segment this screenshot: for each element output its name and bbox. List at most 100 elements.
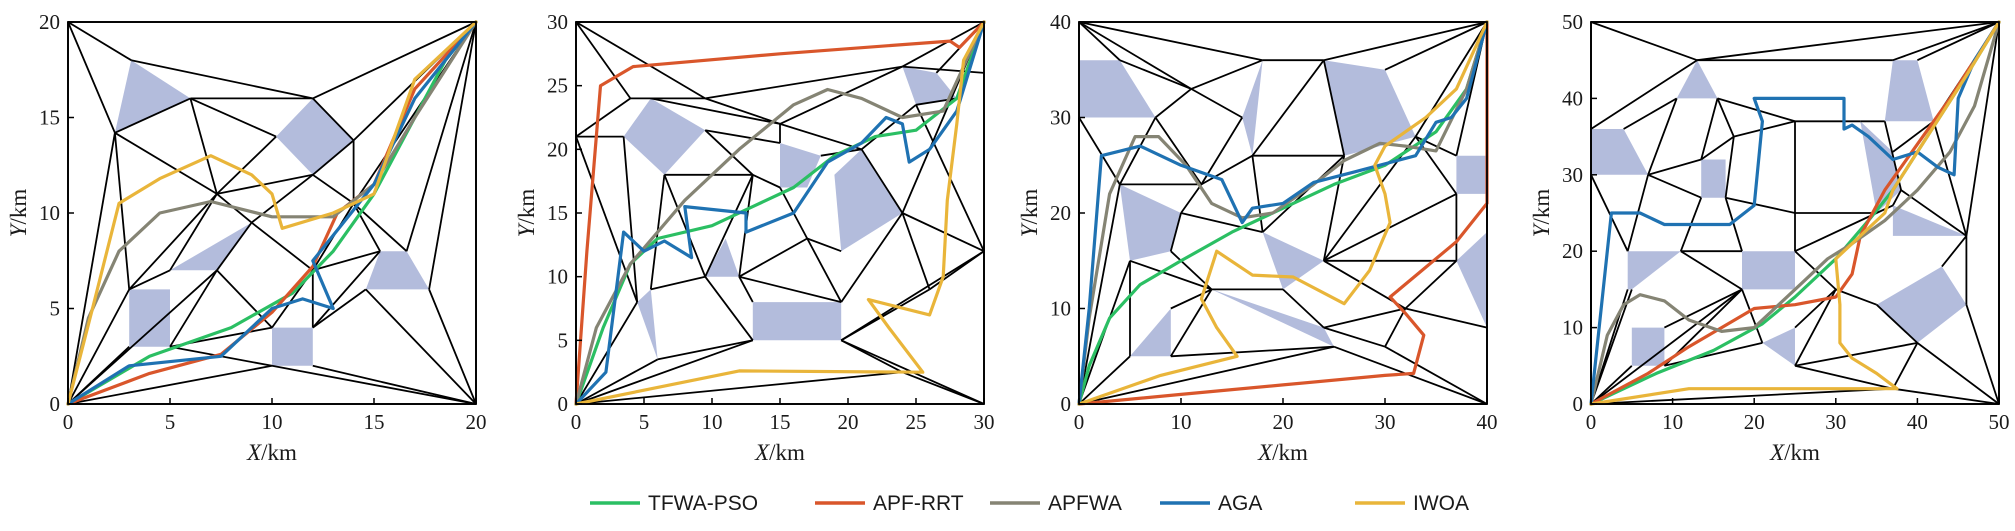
legend-label: AGA xyxy=(1218,492,1262,515)
y-tick-label: 15 xyxy=(547,201,568,225)
map-edge xyxy=(902,212,985,253)
map-edge xyxy=(251,221,314,272)
map-edge xyxy=(1322,155,1346,261)
y-tick-label: 40 xyxy=(1050,10,1071,34)
legend-item-apf-rrt: APF-RRT xyxy=(815,492,964,515)
obstacle-polygon xyxy=(637,289,658,360)
x-tick-label: 20 xyxy=(466,410,487,434)
map-edge xyxy=(901,21,985,68)
map-edge xyxy=(1251,59,1325,157)
map-edge xyxy=(1078,21,1263,62)
map-edge xyxy=(1794,212,1877,253)
map-edge xyxy=(650,97,781,125)
map-edge xyxy=(1590,288,1743,405)
map-edge xyxy=(861,104,917,150)
obstacle-polygon xyxy=(1119,184,1181,261)
legend-label: TFWA-PSO xyxy=(648,492,758,515)
map-edge xyxy=(1323,136,1417,262)
map-edge xyxy=(704,174,754,278)
x-axis-label: X/km xyxy=(1769,440,1820,465)
map-edge xyxy=(1700,98,1719,160)
map-edge xyxy=(405,21,477,252)
map-edge xyxy=(1078,184,1121,405)
obstacle-polygon xyxy=(1242,60,1263,156)
y-tick-label: 30 xyxy=(1050,106,1071,130)
map-edge xyxy=(1590,59,1698,130)
map-edge xyxy=(114,132,131,290)
map-edge xyxy=(1680,250,1743,291)
map-edge xyxy=(1190,59,1263,90)
y-tick-label: 20 xyxy=(39,10,60,34)
map-edge xyxy=(131,59,313,100)
map-edge xyxy=(1078,345,1335,405)
map-edge xyxy=(575,358,659,405)
obstacle-polygon xyxy=(902,66,957,105)
x-tick-label: 0 xyxy=(63,410,74,434)
map-edge xyxy=(1892,21,2000,62)
legend-item-iwoa: IWOA xyxy=(1355,492,1469,515)
map-edge xyxy=(1405,307,1488,329)
map-edge xyxy=(1733,120,1796,138)
map-edge xyxy=(840,288,931,342)
path-tfwa-pso xyxy=(66,20,478,406)
legend-item-apfwa: APFWA xyxy=(990,492,1122,515)
map-edge xyxy=(704,129,754,176)
map-edge xyxy=(428,21,477,290)
path-series xyxy=(1077,20,1489,406)
y-axis-variable: Y xyxy=(514,222,539,237)
obstacle-polygon xyxy=(1876,266,1967,343)
x-axis-unit: /km xyxy=(1272,440,1308,465)
legend-item-aga: AGA xyxy=(1160,492,1262,515)
obstacle-polygon xyxy=(1676,60,1718,99)
legend-label: IWOA xyxy=(1413,492,1469,515)
map-edge xyxy=(428,289,477,405)
y-tick-label: 0 xyxy=(1573,392,1584,416)
x-axis-unit: /km xyxy=(261,440,297,465)
map-edge xyxy=(1590,365,1633,405)
map-edge xyxy=(1170,250,1213,291)
map-edge xyxy=(114,132,218,195)
map-edge xyxy=(752,173,781,189)
map-edge xyxy=(190,97,277,138)
map-edge xyxy=(1590,21,1698,62)
ticks: 0 5 10 15 20 25 30 0 5 10 15 20 25 30 xyxy=(547,10,995,434)
path-aga xyxy=(1077,20,1489,406)
map-edge xyxy=(312,288,367,329)
x-tick-label: 40 xyxy=(1907,410,1928,434)
map-edge xyxy=(840,339,903,373)
obstacle-polygon xyxy=(705,238,740,277)
obstacle-polygon xyxy=(1323,60,1416,156)
obstacle-polygon xyxy=(1742,251,1795,290)
map-edge xyxy=(1190,88,1243,119)
obstacle-polygon xyxy=(1701,159,1726,198)
y-tick-label: 10 xyxy=(39,201,60,225)
x-tick-label: 20 xyxy=(1273,410,1294,434)
obstacle-polygon xyxy=(1892,205,1967,236)
y-tick-label: 0 xyxy=(558,392,569,416)
map-edge xyxy=(1892,189,1902,206)
y-tick-label: 10 xyxy=(1562,316,1583,340)
obstacle-polygon xyxy=(1130,308,1171,357)
map-edge xyxy=(1590,387,1893,405)
x-tick-label: 40 xyxy=(1477,410,1498,434)
map-edge xyxy=(189,98,218,195)
map-edge xyxy=(1323,326,1386,348)
path-iwoa xyxy=(66,20,478,406)
path-apfwa xyxy=(574,20,986,406)
map-edge xyxy=(312,174,355,205)
map-edge xyxy=(1623,97,1678,130)
map-edge xyxy=(365,288,477,405)
map-edge xyxy=(1647,98,1678,176)
map-edge xyxy=(575,371,903,405)
map-edge xyxy=(169,193,218,271)
map-edge xyxy=(1724,197,1743,252)
map-edge xyxy=(1323,307,1406,329)
obstacle-polygon xyxy=(276,98,354,175)
map-edge xyxy=(575,21,706,100)
map-edge xyxy=(1154,88,1192,119)
obstacle-polygon xyxy=(780,143,821,188)
y-tick-label: 40 xyxy=(1562,86,1583,110)
map-edge xyxy=(1078,355,1131,405)
x-tick-label: 5 xyxy=(165,410,176,434)
